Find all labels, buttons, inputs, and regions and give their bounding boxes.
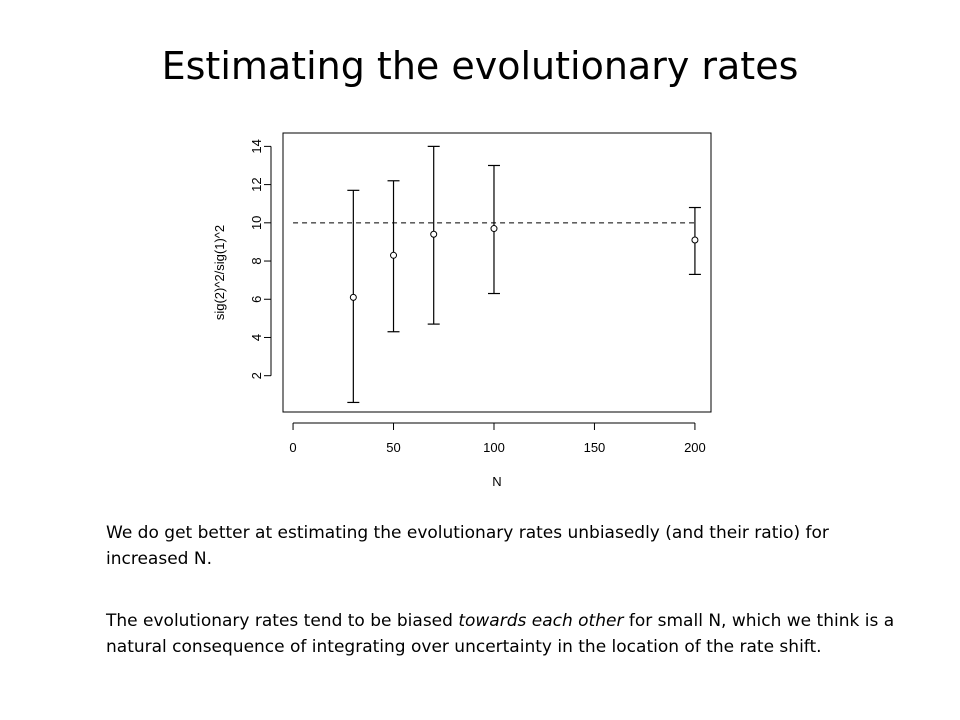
plot-frame [282,132,712,413]
paragraph-1: We do get better at estimating the evolu… [106,523,829,569]
y-tick-label: 6 [249,296,264,303]
y-tick-label: 2 [249,372,264,379]
x-tick-label: 50 [386,440,400,455]
data-point [349,293,357,301]
y-tick-label: 8 [249,257,264,264]
paragraph-2-start: The evolutionary rates tend to be biased [106,611,459,631]
y-tick-label: 14 [249,139,264,153]
y-tick-label: 10 [249,216,264,230]
paragraph-2-emphasis: towards each other [458,611,624,631]
data-point [691,236,699,244]
y-tick-label: 12 [249,177,264,191]
paragraph-2: The evolutionary rates tend to be biased… [106,608,906,660]
y-tick-label: 4 [249,334,264,341]
x-tick-label: 100 [483,440,505,455]
x-tick-label: 0 [289,440,296,455]
slide-title: Estimating the evolutionary rates [161,44,799,88]
x-tick-label: 150 [584,440,606,455]
data-point [390,251,398,259]
error-bar-chart: 0 50 100 150 200 N 2 4 6 8 10 12 14 sig(2)^2/sig(1)^2 [212,132,712,489]
y-axis-label: sig(2)^2/sig(1)^2 [212,225,227,320]
x-tick-label: 200 [684,440,706,455]
x-axis-label: N [492,474,501,489]
data-point [430,230,438,238]
paragraph-2-end: for small N, which we think is a natural… [106,611,895,657]
data-point [490,225,498,233]
